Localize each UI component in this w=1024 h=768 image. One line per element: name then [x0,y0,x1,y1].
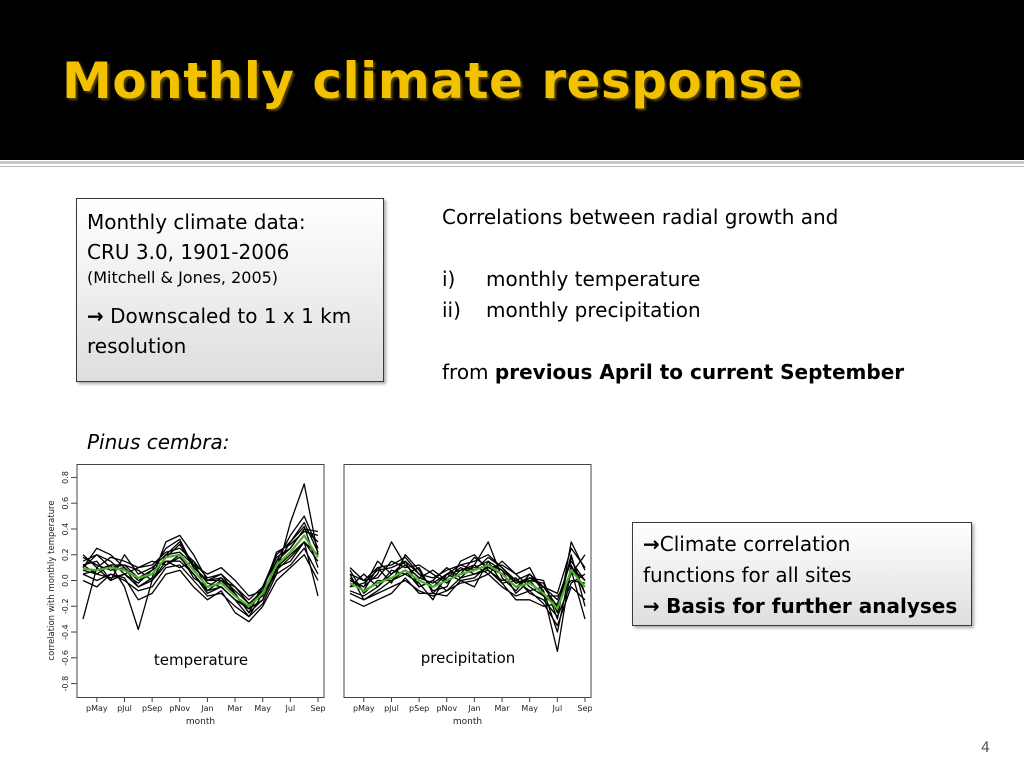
y-tick-label: 0.2 [61,548,70,561]
title-divider-thin [0,166,1024,167]
temperature-correlation-plot: -0.8 -0.6 -0.4 -0.2 0.0 0.2 0.4 0.6 0.8 pMay pJul p… [0,464,330,734]
mean-series-line [82,534,319,608]
result-line1: →Climate correlation [643,529,961,560]
list-item: ii) monthly precipitation [442,295,942,326]
title-bar: Monthly climate response [0,0,1024,160]
result-box: →Climate correlation functions for all s… [632,522,972,626]
x-tick-label: pSep [409,704,429,713]
mean-series-line [349,563,586,610]
data-box-line1: Monthly climate data: [87,210,306,234]
site-series-line [349,556,586,607]
species-label: Pinus cembra: [87,430,230,454]
result-text3: Basis for further analyses [666,594,958,618]
x-tick-label: pNov [169,704,190,713]
site-series-line [349,560,586,620]
period-prefix: from [442,360,495,384]
site-series-line [349,573,586,627]
y-tick-label: -0.8 [61,676,70,692]
title-divider [0,161,1024,164]
y-tick-label: -0.4 [61,624,70,640]
y-axis-label: correlation with monthly temperature [47,500,57,660]
site-series-line [82,541,319,605]
page-number: 4 [981,740,990,756]
result-text1: Climate correlation [659,532,851,556]
precipitation-plot-svg: pMay pJul pSep pNov Jan Mar May Jul Sep month prec… [343,464,593,727]
list-number: ii) [442,298,461,322]
data-box-line2: CRU 3.0, 1901-2006 [87,240,290,264]
x-tick-label: pJul [384,704,399,713]
x-tick-label: Jan [467,704,480,713]
list-text: monthly temperature [486,267,701,291]
panel-label: precipitation [421,649,516,667]
site-series-line [349,541,586,620]
description-intro: Correlations between radial growth and [442,205,839,229]
y-tick-label: 0.0 [61,574,70,587]
data-box-downscale: → Downscaled to 1 x 1 km resolution [87,301,373,361]
precipitation-correlation-plot: pMay pJul pSep pNov Jan Mar May Jul Sep month prec… [300,464,630,734]
downscale-text: Downscaled to 1 x 1 km resolution [87,304,352,358]
site-series-line [82,525,319,618]
y-tick-label: 0.4 [61,523,70,536]
right-arrow-icon: → [87,304,104,328]
x-tick-label: May [254,704,271,713]
x-tick-label: pJul [117,704,132,713]
right-arrow-icon: → [643,532,660,556]
list-item: i) monthly temperature [442,264,942,295]
y-tick-label: 0.8 [61,471,70,484]
y-tick-label: -0.2 [61,598,70,614]
x-tick-label: pSep [142,704,162,713]
site-series-line [82,547,319,618]
y-tick-label: 0.6 [61,497,70,510]
site-series-line [82,554,319,623]
temperature-plot-svg: -0.8 -0.6 -0.4 -0.2 0.0 0.2 0.4 0.6 0.8 pMay pJul p… [47,464,326,727]
correlation-description: Correlations between radial growth and i… [442,202,942,388]
list-text: monthly precipitation [486,298,701,322]
panel-label: temperature [154,651,248,669]
slide-title: Monthly climate response [62,52,804,110]
period-bold: previous April to current September [494,360,905,384]
x-tick-label: pNov [436,704,457,713]
x-axis-label: month [453,717,482,727]
plot-frame [76,464,325,698]
x-tick-label: Jul [285,704,296,713]
y-tick-label: -0.6 [61,650,70,666]
x-tick-label: Sep [577,704,592,713]
x-tick-label: May [521,704,538,713]
x-tick-label: pMay [86,704,108,713]
x-tick-label: Sep [310,704,325,713]
x-tick-label: Jul [552,704,563,713]
x-tick-label: Mar [495,704,511,713]
data-box-citation: (Mitchell & Jones, 2005) [87,268,279,287]
x-axis-label: month [186,717,215,727]
climate-data-box: Monthly climate data: CRU 3.0, 1901-2006… [76,198,384,382]
x-tick-label: pMay [353,704,375,713]
list-number: i) [442,267,456,291]
site-series-line [82,528,319,610]
result-line2: functions for all sites [643,563,852,587]
site-series-line [82,530,319,597]
result-line3: → Basis for further analyses [643,591,961,622]
period-line: from previous April to current September [442,357,942,388]
right-arrow-icon: → [643,594,660,618]
x-tick-label: Mar [228,704,244,713]
x-tick-label: Jan [200,704,213,713]
